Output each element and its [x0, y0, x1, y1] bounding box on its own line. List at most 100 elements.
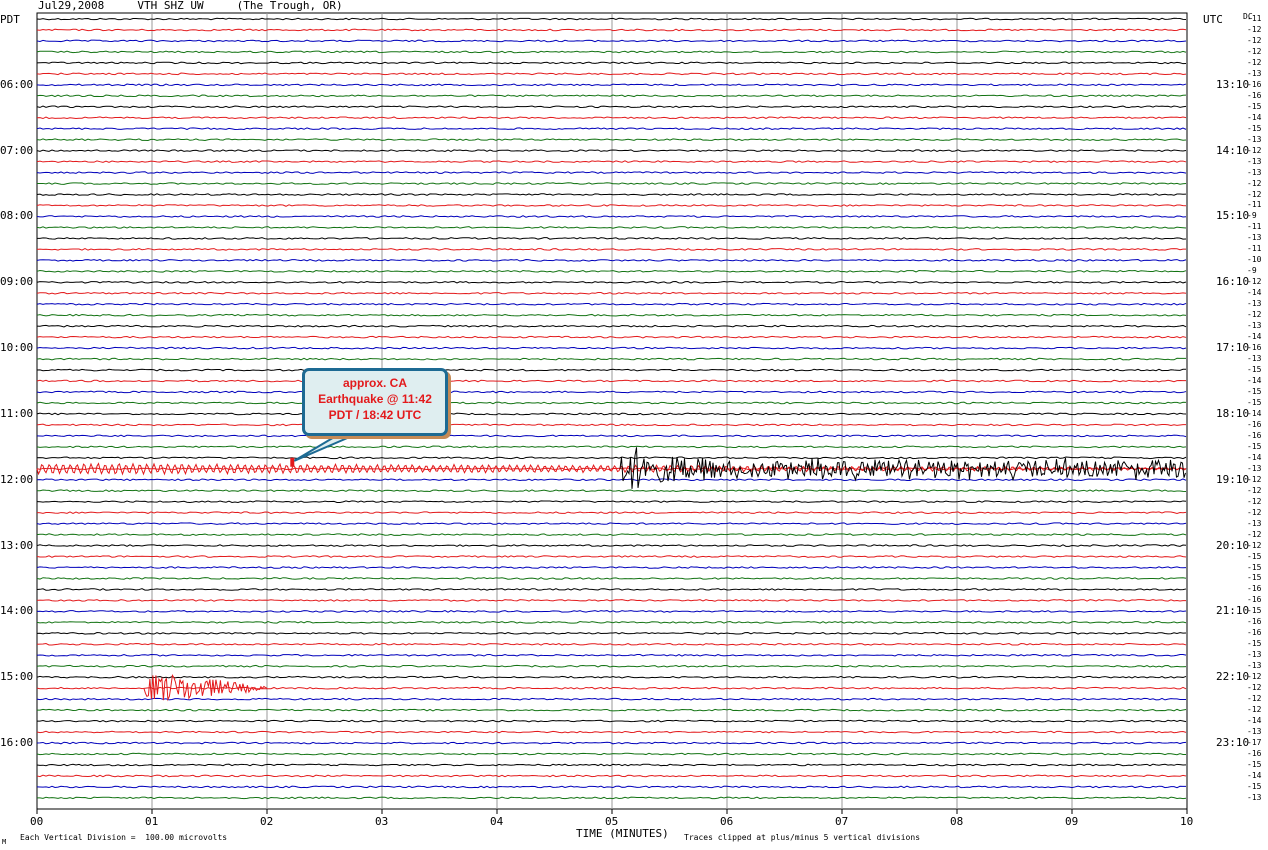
trace-39 [36, 434, 1187, 438]
trace-64 [36, 708, 1187, 712]
trace-67 [36, 741, 1187, 745]
right-time-label: 15:10 [1216, 209, 1250, 223]
dc-offset-label: -16 [1247, 419, 1262, 429]
trace-71 [36, 785, 1187, 789]
clip-note: Traces clipped at plus/minus 5 vertical … [684, 833, 921, 842]
x-tick-label: 07 [835, 815, 849, 828]
dc-offset-label: -12 [1247, 277, 1262, 287]
dc-offset-label: -16 [1247, 617, 1262, 627]
left-time-label: 09:00 [0, 275, 34, 289]
dc-offset-label: -12 [1247, 683, 1262, 693]
dc-offset-label: -15 [1247, 101, 1262, 111]
left-time-label: 13:00 [0, 538, 34, 552]
x-tick-label: 01 [145, 815, 159, 828]
dc-offset-label: -16 [1247, 584, 1262, 594]
dc-offset-label: -12 [1247, 145, 1262, 155]
dc-offset-label: -13 [1247, 661, 1262, 671]
right-time-label: 14:10 [1216, 143, 1250, 157]
trace-45 [36, 500, 1187, 504]
trace-31 [36, 346, 1187, 350]
dc-offset-label: -15 [1247, 562, 1262, 572]
trace-18 [36, 204, 1187, 207]
right-time-label: 16:10 [1216, 275, 1250, 289]
dc-offset-label: -12 [1247, 694, 1262, 704]
trace-55 [36, 610, 1187, 613]
dc-offset-label: -12 [1247, 705, 1262, 715]
trace-69 [36, 763, 1187, 767]
dc-offset-label: -16 [1247, 430, 1262, 440]
trace-15 [36, 171, 1187, 174]
dc-offset-label: -16 [1247, 79, 1262, 89]
dc-offset-label: -12 [1247, 529, 1262, 539]
trace-11 [36, 127, 1187, 131]
trace-3 [36, 39, 1187, 43]
x-tick-label: 02 [260, 815, 274, 828]
trace-21 [36, 237, 1187, 240]
footnote-mark: M [2, 838, 7, 846]
trace-52 [36, 577, 1187, 580]
right-time-label: 20:10 [1216, 538, 1250, 552]
dc-offset-label: -13 [1247, 650, 1262, 660]
left-time-label: 12:00 [0, 472, 34, 486]
trace-2 [36, 28, 1187, 32]
dc-offset-label: -13 [1247, 321, 1262, 331]
trace-8 [36, 94, 1187, 98]
trace-59 [36, 653, 1187, 657]
trace-54 [36, 599, 1187, 602]
dc-offset-label: -11 [1247, 244, 1262, 254]
trace-50 [36, 555, 1187, 558]
dc-offset-label: -16 [1247, 90, 1262, 100]
trace-56 [36, 621, 1187, 624]
trace-16 [36, 182, 1187, 185]
dc-offset-label: -14 [1247, 716, 1262, 726]
callout-line-1: approx. CA [342, 376, 407, 390]
x-axis-title: TIME (MINUTES) [576, 827, 669, 840]
trace-25 [36, 280, 1187, 284]
trace-41 [36, 456, 1187, 460]
earthquake-callout: approx. CA Earthquake @ 11:42 PDT / 18:4… [302, 368, 448, 436]
x-tick-label: 00 [30, 815, 44, 828]
trace-34 [36, 379, 1187, 383]
dc-offset-label: -11 [1247, 200, 1262, 210]
dc-offset-label: -14 [1247, 288, 1262, 298]
right-time-label: 13:10 [1216, 77, 1250, 91]
dc-offset-label: -13 [1247, 233, 1262, 243]
dc-offset-label: -16 [1247, 595, 1262, 605]
dc-offset-label: -12 [1247, 474, 1262, 484]
trace-51 [36, 566, 1187, 569]
scale-note: Each Vertical Division = 100.00 microvol… [20, 833, 228, 842]
dc-offset-label: -12 [1247, 540, 1262, 550]
trace-12 [36, 138, 1187, 142]
trace-27 [36, 302, 1187, 306]
callout-line-3: PDT / 18:42 UTC [328, 408, 422, 422]
trace-30 [36, 335, 1187, 339]
dc-offset-label: -15 [1247, 397, 1262, 407]
left-time-label: 15:00 [0, 670, 34, 684]
dc-offset-label: -12 [1247, 310, 1262, 320]
trace-49 [36, 544, 1187, 547]
chart-title: Jul29,2008 VTH SHZ UW (The Trough, OR) [38, 0, 343, 12]
left-time-label: 10:00 [0, 341, 34, 355]
dc-offset-label: -13 [1247, 156, 1262, 166]
right-timezone-label: UTC [1203, 13, 1223, 26]
trace-33 [36, 368, 1187, 372]
x-tick-label: 08 [950, 815, 964, 828]
trace-72 [36, 796, 1187, 800]
event-trace-2 [619, 447, 1186, 489]
dc-offset-label: -12 [1247, 189, 1262, 199]
trace-19 [36, 215, 1187, 218]
dc-offset-label: -12 [1247, 496, 1262, 506]
trace-57 [36, 632, 1187, 635]
dc-offset-label: -12 [1247, 485, 1262, 495]
trace-43 [36, 478, 1187, 482]
dc-offset-label: -12 [1247, 57, 1262, 67]
dc-offset-label: -16 [1247, 748, 1262, 758]
trace-53 [36, 588, 1187, 591]
dc-offset-label: -12 [1247, 178, 1262, 188]
dc-offset-label: -15 [1247, 759, 1262, 769]
trace-17 [36, 193, 1187, 196]
dc-offset-label: -13 [1247, 792, 1262, 802]
trace-9 [36, 105, 1187, 109]
trace-46 [36, 511, 1187, 514]
